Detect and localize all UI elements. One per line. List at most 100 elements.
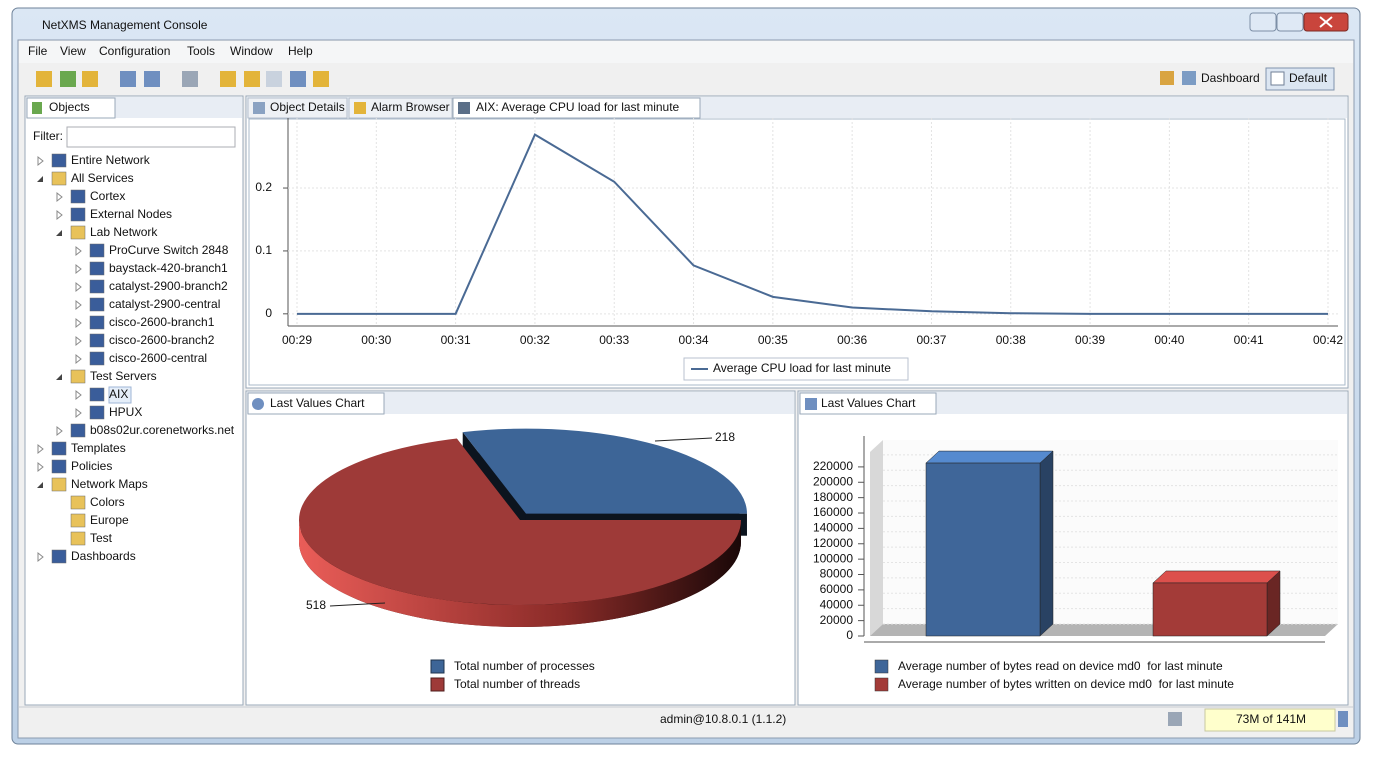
tree-label[interactable]: cisco-2600-central [109, 351, 207, 365]
toolbar-icon[interactable] [266, 71, 282, 87]
tab-icon [805, 398, 817, 410]
tree-label[interactable]: ProCurve Switch 2848 [109, 243, 229, 257]
legend-label: Average number of bytes read on device m… [898, 659, 1223, 673]
toolbar-icon[interactable] [120, 71, 136, 87]
tab-active[interactable] [452, 97, 701, 119]
tree-arrow[interactable] [56, 374, 62, 380]
tree-arrow[interactable] [75, 335, 82, 347]
y-tick-label: 200000 [813, 474, 853, 488]
tab[interactable] [348, 97, 453, 119]
tree-arrow[interactable] [75, 389, 82, 401]
tree-label[interactable]: Entire Network [71, 153, 151, 167]
tree-label[interactable]: Europe [90, 513, 129, 527]
tab-label[interactable]: Last Values Chart [821, 396, 916, 410]
tree-arrow[interactable] [75, 317, 82, 329]
tab-label[interactable]: Last Values Chart [270, 396, 365, 410]
tree-icon [70, 423, 86, 438]
tree-icon [51, 477, 67, 492]
tree-arrow[interactable] [75, 353, 82, 365]
bar [925, 462, 1041, 637]
tree-label[interactable]: baystack-420-branch1 [109, 261, 228, 275]
objects-tab-label[interactable]: Objects [49, 100, 90, 114]
tree-label[interactable]: External Nodes [90, 207, 172, 221]
minimize-button[interactable] [1249, 12, 1277, 32]
tree-label[interactable]: HPUX [109, 405, 142, 419]
tree-arrow[interactable] [75, 299, 82, 311]
tree-arrow[interactable] [75, 281, 82, 293]
tree-arrow[interactable] [56, 425, 63, 437]
tree-label[interactable]: Dashboards [71, 549, 136, 563]
objects-tab[interactable] [26, 97, 116, 119]
menu-item[interactable]: Window [230, 44, 273, 58]
tree-label[interactable]: Test Servers [90, 369, 157, 383]
toolbar-icon[interactable] [220, 71, 236, 87]
object-tree: Entire Network All Services Cortex External… [37, 153, 235, 564]
tree-icon [89, 315, 105, 330]
gc-button[interactable] [1338, 711, 1348, 727]
menu-item[interactable]: Configuration [99, 44, 170, 58]
tree-arrow[interactable] [56, 191, 63, 203]
tab-label[interactable]: AIX: Average CPU load for last minute [476, 100, 680, 114]
tab-active[interactable] [247, 392, 385, 415]
toolbar-icon[interactable] [182, 71, 198, 87]
tree-label[interactable]: cisco-2600-branch2 [109, 333, 215, 347]
x-tick-label: 00:38 [996, 333, 1026, 347]
x-tick-label: 00:30 [361, 333, 391, 347]
menu-item[interactable]: Tools [187, 44, 215, 58]
tree-icon [51, 153, 67, 168]
legend-box [683, 357, 909, 381]
tree-arrow[interactable] [37, 155, 44, 167]
tree-arrow[interactable] [37, 551, 44, 563]
tree-arrow[interactable] [37, 482, 43, 488]
tree-arrow[interactable] [37, 443, 44, 455]
legend-label: Total number of processes [454, 659, 595, 673]
toolbar-icon[interactable] [144, 71, 160, 87]
tree-arrow[interactable] [75, 263, 82, 275]
tree-label[interactable]: Templates [71, 441, 126, 455]
tree-label[interactable]: Network Maps [71, 477, 148, 491]
tree-arrow[interactable] [37, 461, 44, 473]
toolbar-icon[interactable] [313, 71, 329, 87]
menu-item[interactable]: File [28, 44, 48, 58]
tree-label[interactable]: catalyst-2900-branch2 [109, 279, 228, 293]
tree-arrow[interactable] [56, 209, 63, 221]
perspective-default[interactable]: Default [1289, 71, 1328, 85]
tree-label[interactable]: Cortex [90, 189, 125, 203]
tab-label[interactable]: Alarm Browser [371, 100, 450, 114]
menu-item[interactable]: View [60, 44, 86, 58]
toolbar-icon[interactable] [82, 71, 98, 87]
tree-label[interactable]: Lab Network [90, 225, 158, 239]
legend-label: Total number of threads [454, 677, 580, 691]
tree-label[interactable]: Colors [90, 495, 125, 509]
maximize-button[interactable] [1276, 12, 1304, 32]
tree-label[interactable]: catalyst-2900-central [109, 297, 220, 311]
menu-item[interactable]: Help [288, 44, 313, 58]
tab-active[interactable] [799, 392, 937, 415]
tree-arrow[interactable] [56, 230, 62, 236]
tree-icon [89, 405, 105, 420]
toolbar-icon[interactable] [60, 71, 76, 87]
x-tick-label: 00:41 [1234, 333, 1264, 347]
x-tick-label: 00:36 [837, 333, 867, 347]
toolbar-icon[interactable] [244, 71, 260, 87]
tree-arrow[interactable] [37, 176, 43, 182]
toolbar-icon[interactable] [290, 71, 306, 87]
tree-icon [89, 279, 105, 294]
close-icon [1319, 16, 1333, 28]
tree-label[interactable]: cisco-2600-branch1 [109, 315, 215, 329]
status-user: admin@10.8.0.1 (1.1.2) [660, 712, 786, 726]
tree-label[interactable]: All Services [71, 171, 134, 185]
filter-input[interactable] [66, 126, 236, 148]
tree-icon [70, 207, 86, 222]
tree-arrow[interactable] [75, 407, 82, 419]
tree-arrow[interactable] [75, 245, 82, 257]
toolbar-icon[interactable] [36, 71, 52, 87]
tree-label[interactable]: Policies [71, 459, 112, 473]
tree-label[interactable]: AIX [109, 387, 128, 401]
tree-label[interactable]: b08s02ur.corenetworks.net [90, 423, 235, 437]
tree-icon [89, 333, 105, 348]
tree-label[interactable]: Test [90, 531, 113, 545]
perspective-dashboard[interactable]: Dashboard [1201, 71, 1260, 85]
tab-label[interactable]: Object Details [270, 100, 345, 114]
y-tick-label: 120000 [813, 536, 853, 550]
